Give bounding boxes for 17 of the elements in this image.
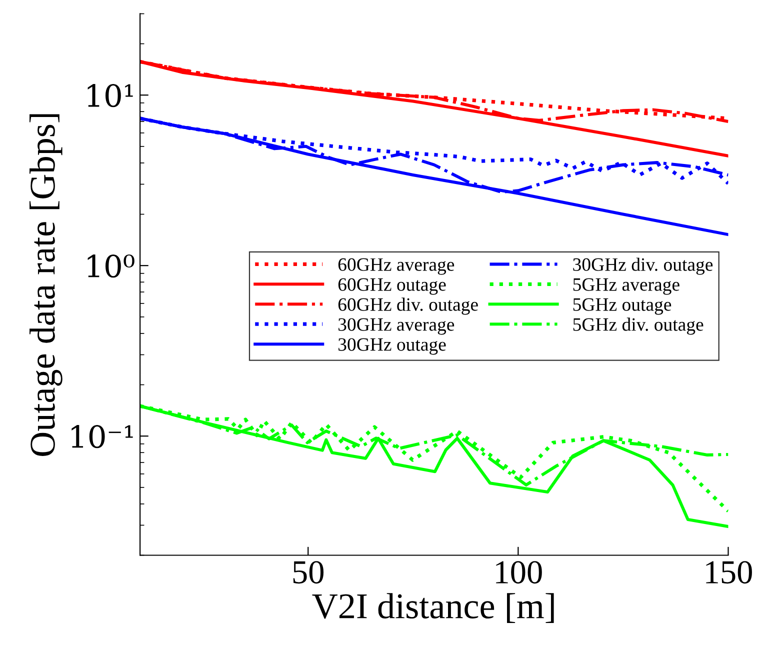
y-tick-label: 10⁻¹ — [72, 425, 133, 448]
legend-label: 5GHz average — [573, 278, 680, 295]
legend-label: 60GHz outage — [338, 278, 446, 295]
x-tick-label: 50 — [293, 561, 324, 584]
legend-label: 60GHz average — [338, 258, 454, 275]
y-tick-label: 10¹ — [88, 84, 133, 108]
y-axis-title: Outage data rate [Gbps] — [30, 114, 62, 456]
legend-label: 30GHz div. outage — [573, 258, 713, 275]
legend-label: 30GHz outage — [338, 338, 446, 355]
x-axis-title: V2I distance [m] — [312, 593, 554, 623]
legend-label: 30GHz average — [338, 318, 454, 335]
x-tick-label: 100 — [496, 561, 542, 584]
legend-label: 60GHz div. outage — [338, 298, 478, 315]
legend-label: 5GHz outage — [573, 298, 672, 315]
y-tick-label: 10⁰ — [88, 254, 134, 278]
x-tick-label: 150 — [706, 561, 752, 584]
legend-label: 5GHz div. outage — [573, 318, 704, 335]
